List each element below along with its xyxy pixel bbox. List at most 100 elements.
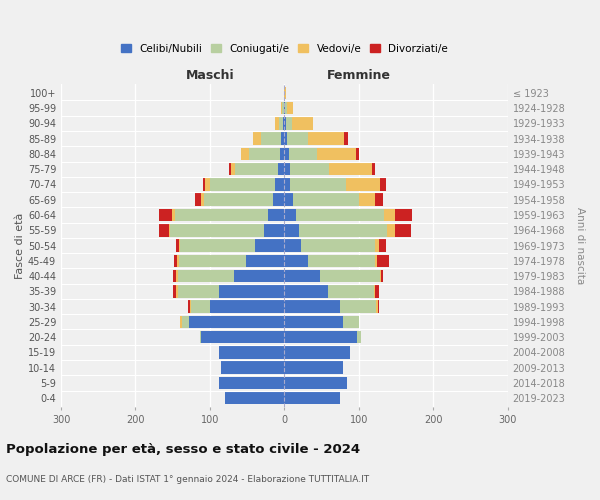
Bar — [231, 163, 235, 175]
Bar — [191, 300, 210, 313]
Bar — [285, 102, 287, 115]
Bar — [275, 178, 284, 190]
Bar — [260, 132, 281, 145]
Bar — [284, 102, 285, 115]
Bar — [179, 240, 180, 252]
Text: Maschi: Maschi — [185, 69, 234, 82]
Bar — [189, 316, 284, 328]
Bar — [381, 270, 383, 282]
Bar — [253, 132, 260, 145]
Bar — [387, 224, 395, 236]
Bar — [395, 224, 411, 236]
Bar — [279, 117, 283, 130]
Bar — [169, 224, 170, 236]
Bar — [287, 132, 308, 145]
Bar — [343, 316, 359, 328]
Bar — [245, 254, 284, 267]
Bar — [377, 254, 389, 267]
Bar — [384, 208, 395, 222]
Bar — [201, 194, 204, 206]
Bar — [317, 148, 356, 160]
Bar — [268, 208, 284, 222]
Bar — [173, 285, 176, 298]
Bar — [284, 346, 350, 358]
Bar — [190, 300, 191, 313]
Bar — [221, 362, 284, 374]
Bar — [299, 224, 387, 236]
Bar — [340, 300, 376, 313]
Bar — [328, 285, 374, 298]
Bar — [372, 163, 375, 175]
Bar — [219, 346, 284, 358]
Bar — [284, 240, 301, 252]
Bar — [176, 285, 178, 298]
Bar — [308, 132, 344, 145]
Bar — [176, 270, 178, 282]
Bar — [188, 300, 190, 313]
Bar — [301, 240, 375, 252]
Bar — [290, 178, 346, 190]
Bar — [289, 148, 317, 160]
Bar — [380, 270, 381, 282]
Bar — [359, 194, 375, 206]
Bar — [201, 331, 284, 344]
Bar — [283, 117, 284, 130]
Bar — [356, 148, 359, 160]
Bar — [380, 178, 386, 190]
Bar — [275, 117, 279, 130]
Bar — [176, 240, 179, 252]
Bar — [200, 331, 201, 344]
Bar — [296, 208, 384, 222]
Bar — [284, 362, 343, 374]
Bar — [287, 102, 293, 115]
Bar — [272, 194, 284, 206]
Bar — [182, 316, 189, 328]
Bar — [263, 224, 284, 236]
Bar — [241, 148, 248, 160]
Legend: Celibi/Nubili, Coniugati/e, Vedovi/e, Divorziati/e: Celibi/Nubili, Coniugati/e, Vedovi/e, Di… — [121, 44, 448, 54]
Bar — [284, 224, 299, 236]
Bar — [284, 392, 340, 404]
Bar — [286, 117, 292, 130]
Bar — [284, 331, 358, 344]
Bar — [174, 254, 177, 267]
Bar — [376, 300, 377, 313]
Bar — [284, 163, 290, 175]
Bar — [284, 270, 320, 282]
Bar — [375, 285, 379, 298]
Text: COMUNE DI ARCE (FR) - Dati ISTAT 1° gennaio 2024 - Elaborazione TUTTITALIA.IT: COMUNE DI ARCE (FR) - Dati ISTAT 1° genn… — [6, 476, 369, 484]
Bar — [284, 117, 286, 130]
Bar — [290, 163, 329, 175]
Bar — [172, 208, 175, 222]
Text: Femmine: Femmine — [327, 69, 391, 82]
Bar — [284, 285, 328, 298]
Bar — [278, 163, 284, 175]
Bar — [358, 331, 361, 344]
Bar — [204, 194, 272, 206]
Bar — [225, 392, 284, 404]
Bar — [284, 86, 286, 99]
Bar — [284, 194, 293, 206]
Bar — [219, 376, 284, 389]
Bar — [195, 194, 201, 206]
Bar — [158, 224, 169, 236]
Bar — [234, 270, 284, 282]
Bar — [210, 178, 275, 190]
Bar — [395, 208, 412, 222]
Bar — [229, 163, 231, 175]
Bar — [284, 316, 343, 328]
Bar — [175, 208, 268, 222]
Bar — [280, 148, 284, 160]
Y-axis label: Anni di nascita: Anni di nascita — [575, 207, 585, 284]
Bar — [177, 254, 179, 267]
Bar — [178, 270, 234, 282]
Bar — [284, 376, 347, 389]
Bar — [281, 132, 284, 145]
Bar — [170, 224, 263, 236]
Text: Popolazione per età, sesso e stato civile - 2024: Popolazione per età, sesso e stato civil… — [6, 442, 360, 456]
Bar — [281, 102, 282, 115]
Bar — [293, 194, 359, 206]
Bar — [374, 285, 375, 298]
Bar — [205, 178, 210, 190]
Bar — [284, 254, 308, 267]
